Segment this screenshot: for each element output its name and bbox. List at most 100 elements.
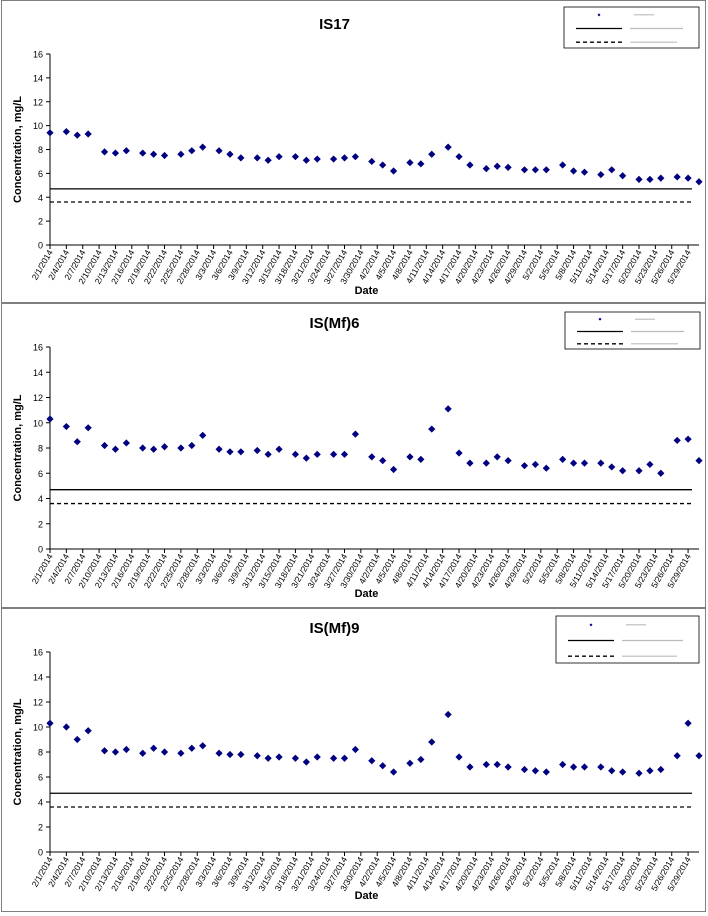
chart-ismf9-data-point: [62, 723, 70, 731]
chart-is17-y-tick-label: 12: [33, 97, 43, 107]
chart-ismf6-data-point: [340, 450, 349, 458]
chart-ismf6-y-tick-label: 14: [33, 368, 43, 378]
chart-ismf6-data-point: [122, 439, 130, 447]
chart-ismf9-data-point: [455, 753, 463, 761]
chart-ismf6-y-tick-label: 8: [38, 444, 43, 454]
chart-ismf6-data-point: [428, 425, 436, 433]
chart-ismf9-data-point: [177, 749, 185, 757]
chart-is17-data-point: [559, 161, 567, 169]
chart-ismf6-svg: IS(Mf)6 Concentration, mg/L Date 0 2 4 6 8 10 12 1…: [12, 311, 703, 600]
chart-ismf9-data-point: [275, 753, 283, 761]
chart-ismf6-y-tick-label: 4: [38, 494, 43, 504]
chart-ismf9-y-tick-label: 6: [38, 773, 43, 783]
chart-ismf6-data-point: [188, 441, 196, 450]
chart-is17-data-point: [46, 129, 54, 137]
chart-ismf9-data-point: [139, 749, 147, 757]
chart-ismf9-data-point: [291, 754, 300, 762]
chart-is17-y-tick-label: 16: [33, 50, 43, 60]
chart-is17-data-point: [417, 160, 425, 168]
chart-is17-y-tick-label: 6: [38, 169, 43, 179]
chart-is17-data-point: [542, 166, 550, 174]
chart-is17-data-point: [160, 151, 169, 160]
chart-ismf6-data-point: [619, 467, 627, 475]
chart-is17-data-point: [695, 178, 703, 186]
chart-is17-y-tick-label: 8: [38, 145, 43, 155]
chart-ismf6-data-point: [275, 445, 283, 453]
chart-is17-y-tick-label: 0: [38, 241, 43, 251]
chart-ismf6-legend-marker-sample: [598, 317, 602, 321]
chart-is17-data-point: [122, 147, 130, 155]
chart-ismf9-legend-box: [555, 615, 700, 664]
chart-ismf6-data-point: [100, 441, 109, 450]
chart-is17-data-point: [199, 143, 207, 151]
chart-is17-data-point: [340, 154, 349, 162]
chart-ismf9-y-tick-label: 4: [38, 798, 43, 808]
chart-is17-data-point: [504, 163, 512, 172]
chart-ismf9-y-tick-label: 0: [38, 848, 43, 858]
chart-ismf9-data-point: [237, 750, 245, 759]
chart-panel-is17: IS17 Concentration, mg/L Date 0 2 4 6 8 10 12 14 16…: [1, 0, 706, 303]
chart-ismf9-svg: IS(Mf)9 Concentration, mg/L Date 0 2 4 6 8 10 12 1…: [12, 615, 703, 902]
chart-ismf6-title: IS(Mf)6: [310, 315, 360, 332]
chart-ismf9-data-point: [253, 752, 261, 760]
chart-ismf6-data-point: [302, 454, 310, 462]
chart-ismf6-data-point: [444, 405, 452, 413]
chart-is17-data-point: [215, 147, 223, 155]
chart-ismf9-data-point: [199, 742, 207, 750]
chart-is17-data-point: [673, 173, 681, 181]
chart-is17-y-tick-label: 14: [33, 73, 43, 83]
chart-is17-data-point: [684, 174, 692, 182]
chart-ismf6-data-point: [46, 415, 54, 423]
chart-ismf9-y-tick-label: 12: [33, 698, 43, 708]
chart-is17-legend-box: [563, 6, 700, 49]
chart-is17-data-point: [264, 156, 272, 164]
chart-is17-data-point: [608, 166, 616, 174]
chart-ismf6-data-point: [406, 453, 414, 461]
chart-is17-data-point: [455, 153, 463, 161]
chart-ismf9-data-point: [673, 752, 681, 760]
chart-is17-data-point: [150, 150, 158, 158]
chart-is17-data-point: [428, 150, 436, 158]
chart-is17-data-point: [635, 175, 643, 183]
chart-ismf6-data-point: [417, 455, 425, 463]
chart-ismf6-data-point: [351, 430, 360, 438]
chart-ismf6-data-point: [695, 457, 703, 465]
chart-ismf6-data-point: [329, 450, 338, 458]
chart-ismf9-data-point: [493, 760, 501, 769]
chart-ismf9-legend: [555, 615, 700, 664]
chart-ismf6-data-point: [253, 446, 261, 455]
chart-ismf9-data-point: [226, 750, 234, 759]
chart-ismf6-y-tick-label: 2: [38, 519, 43, 529]
chart-ismf9-data-point: [264, 754, 272, 762]
chart-ismf6-data-point: [569, 459, 578, 467]
chart-ismf9-data-point: [313, 753, 321, 761]
chart-ismf6-data-point: [531, 460, 539, 469]
chart-is17-data-point: [188, 147, 196, 155]
chart-is17-data-point: [569, 167, 578, 175]
chart-panel-ismf9: IS(Mf)9 Concentration, mg/L Date 0 2 4 6 8 10 12 1…: [1, 608, 706, 912]
chart-ismf6-data-point: [482, 459, 490, 467]
chart-ismf6-data-point: [466, 459, 474, 467]
chart-ismf9-data-point: [520, 765, 529, 774]
chart-ismf9-data-point: [444, 710, 452, 719]
chart-ismf6-data-point: [542, 464, 550, 472]
chart-ismf9-data-point: [150, 744, 158, 752]
chart-is17-svg: IS17 Concentration, mg/L Date 0 2 4 6 8 10 12 14 16…: [12, 6, 703, 297]
chart-ismf9-y-tick-label: 10: [33, 723, 43, 733]
chart-ismf6-x-axis-label: Date: [355, 588, 379, 600]
chart-ismf6-data-point: [62, 422, 70, 431]
chart-is17-y-axis-label: Concentration, mg/L: [12, 96, 24, 203]
chart-ismf6-y-tick-label: 16: [33, 343, 43, 353]
chart-is17-data-point: [111, 149, 120, 157]
chart-ismf6-data-point: [226, 448, 234, 456]
chart-ismf6-data-point: [580, 459, 589, 467]
chart-ismf6-y-tick-label: 6: [38, 469, 43, 479]
chart-is17-data-point: [237, 154, 245, 162]
chart-is17-data-point: [253, 154, 261, 162]
chart-ismf9-data-point: [428, 738, 436, 746]
chart-is17-data-point: [597, 170, 605, 179]
chart-ismf9-x-axis-label: Date: [355, 890, 379, 902]
chart-ismf9-y-tick-label: 14: [33, 673, 43, 683]
chart-ismf6-y-tick-label: 0: [38, 545, 43, 555]
chart-ismf6-data-point: [199, 431, 207, 439]
